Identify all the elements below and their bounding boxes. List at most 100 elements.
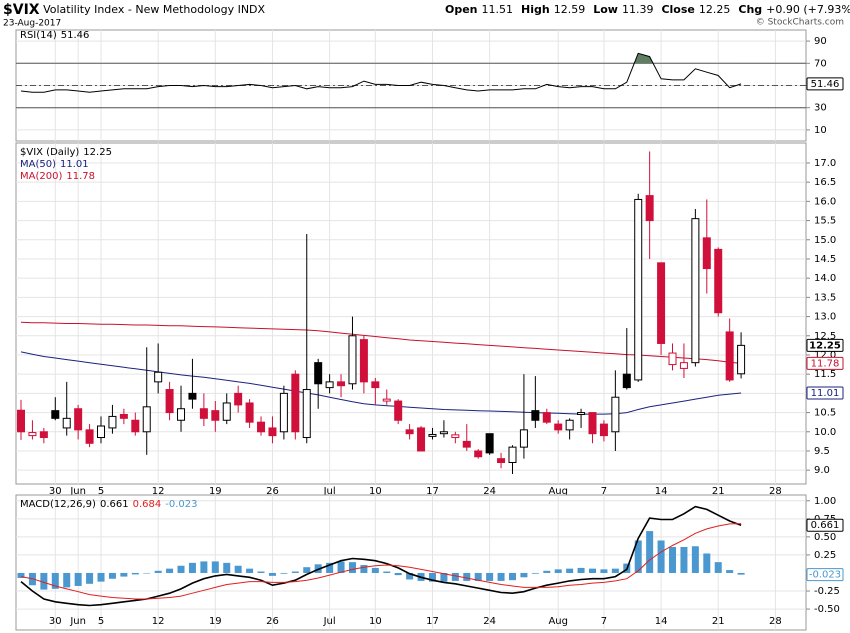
candle-body <box>622 373 631 389</box>
value-badge-label: 11.01 <box>811 388 840 399</box>
x-tick-label: 21 <box>712 486 725 497</box>
histogram-bar <box>737 572 745 575</box>
histogram-bar <box>131 572 139 575</box>
x-tick-label: 17 <box>426 486 439 497</box>
histogram-bar <box>234 565 242 573</box>
candle-body <box>51 410 60 419</box>
header-line: $VIX Volatility Index - New Methodology … <box>3 2 266 18</box>
x-tick-label: 5 <box>98 616 104 627</box>
symbol: $VIX <box>3 2 40 18</box>
series-line <box>20 351 742 415</box>
histogram-bar <box>166 568 174 573</box>
x-tick-label: Jun <box>69 616 86 627</box>
histogram-bar <box>371 567 379 573</box>
y-tick-label: 11.5 <box>814 369 836 380</box>
histogram-bar <box>154 570 162 573</box>
value-badge <box>806 386 844 400</box>
candle-body <box>702 237 711 270</box>
histogram-bar <box>634 540 642 573</box>
panel-title-name: MACD(12,26,9) <box>20 499 96 510</box>
histogram-bar <box>474 572 482 581</box>
x-tick-label: 12 <box>152 486 165 497</box>
value-badge <box>806 77 844 91</box>
x-tick-label: Aug <box>548 486 568 497</box>
candle-body <box>668 352 677 366</box>
histogram-bar <box>280 572 288 574</box>
series-line <box>20 523 742 600</box>
legend-name: MA(50) <box>20 159 56 170</box>
histogram-bar <box>86 572 94 584</box>
candle-body <box>131 419 140 433</box>
histogram-bar <box>451 572 459 581</box>
candle-body <box>725 331 734 381</box>
quote-value: 12.59 <box>554 3 586 16</box>
histogram-bar <box>246 568 254 573</box>
y-tick-label: 13.5 <box>814 292 836 303</box>
histogram-bar <box>600 569 608 573</box>
candle-body <box>199 408 208 419</box>
candle-body <box>211 410 220 421</box>
histogram-bar <box>257 571 265 573</box>
x-tick-label: Jul <box>323 486 336 497</box>
candle-body <box>645 195 654 222</box>
candle-body <box>382 398 391 402</box>
candle-body <box>519 429 528 448</box>
y-tick-label: 13.0 <box>814 312 836 323</box>
legend-name: $VIX (Daily) <box>20 147 79 158</box>
y-tick-label: 17.0 <box>814 158 836 169</box>
candle-body <box>691 218 700 364</box>
x-tick-label: 14 <box>655 486 668 497</box>
candle-body <box>268 427 277 437</box>
histogram-bar <box>589 568 596 573</box>
histogram-bar <box>383 571 391 573</box>
candle-body <box>679 362 688 369</box>
histogram-bar <box>200 561 208 573</box>
x-tick-label: 19 <box>209 486 222 497</box>
x-tick-label: 30 <box>49 486 62 497</box>
candle-body <box>542 412 551 423</box>
security-name: Volatility Index - New Methodology INDX <box>43 3 265 16</box>
quote-label: Chg <box>738 3 762 16</box>
y-tick-label: 10.0 <box>814 427 836 438</box>
y-tick-label: -0.25 <box>814 586 840 597</box>
chart-date: 23-Aug-2017 <box>3 19 61 29</box>
value-badge-label: 12.25 <box>809 340 841 351</box>
histogram-bar <box>497 572 505 581</box>
candle-body <box>359 339 368 383</box>
x-tick-label: Aug <box>548 616 568 627</box>
histogram-bar <box>291 571 299 573</box>
candle-body <box>279 392 288 433</box>
histogram-bar <box>657 540 665 573</box>
series-line <box>20 321 742 364</box>
histogram-bar <box>337 561 345 573</box>
histogram-bar <box>17 572 25 579</box>
y-tick-label: 14.0 <box>814 273 836 284</box>
candle-body <box>337 381 346 387</box>
quote-value: 12.25 <box>699 3 731 16</box>
legend-entry: MA(50) 11.01 <box>20 159 89 170</box>
histogram-bar <box>703 553 711 573</box>
panel-title-value: -0.023 <box>165 499 197 510</box>
x-tick-label: 24 <box>483 486 496 497</box>
quote-label: Close <box>661 3 694 16</box>
candle-body <box>497 458 506 463</box>
y-tick-label: 90 <box>814 36 827 47</box>
y-tick-label: 0.25 <box>814 550 836 561</box>
y-tick-label: 12.5 <box>814 331 836 342</box>
candle-body <box>85 429 94 444</box>
histogram-bar <box>143 572 151 574</box>
y-tick-label: 12.0 <box>814 350 836 361</box>
x-tick-label: 17 <box>426 616 439 627</box>
histogram-bar <box>463 572 471 581</box>
candle-body <box>39 431 48 439</box>
candle-body <box>565 419 574 431</box>
legend-entry: $VIX (Daily) 12.25 <box>20 147 112 158</box>
x-tick-label: 28 <box>769 616 782 627</box>
candle-body <box>508 446 517 463</box>
series-line <box>20 52 742 93</box>
panel-title-value: 0.684 <box>133 499 162 510</box>
candle-body <box>417 427 426 452</box>
value-badge <box>806 568 844 582</box>
x-tick-label: 5 <box>98 486 104 497</box>
y-tick-label: 16.0 <box>814 196 836 207</box>
